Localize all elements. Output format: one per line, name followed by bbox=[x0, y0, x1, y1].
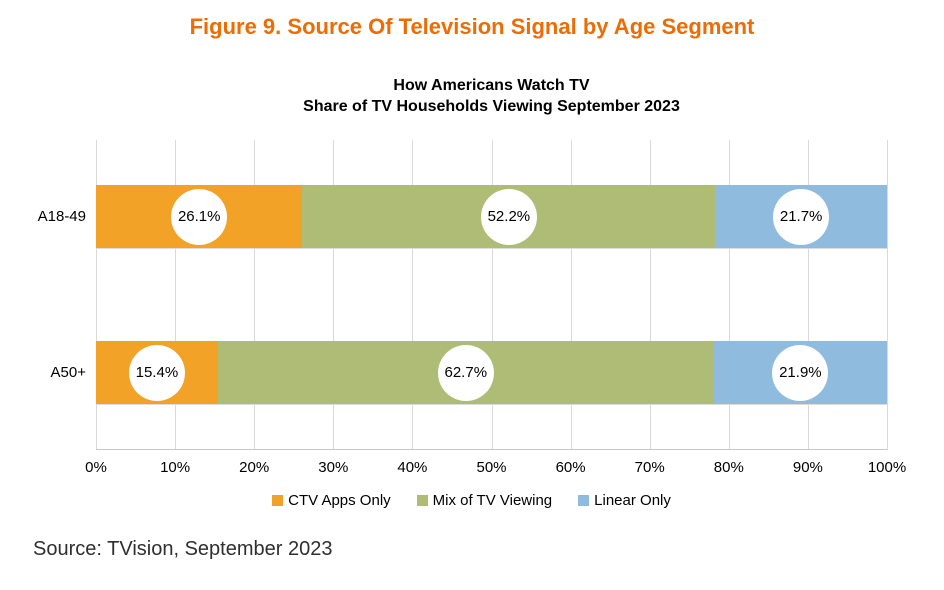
value-label-circle: 52.2% bbox=[480, 188, 537, 245]
bar-a18-49: 26.1% 52.2% 21.7% bbox=[96, 185, 887, 249]
gridline bbox=[96, 140, 97, 450]
legend-item-linear-only: Linear Only bbox=[578, 492, 671, 509]
gridline bbox=[254, 140, 256, 450]
category-label-a50plus: A50+ bbox=[50, 364, 86, 381]
value-label-circle: 21.7% bbox=[773, 188, 830, 245]
chart-title-line2: Share of TV Households Viewing September… bbox=[303, 98, 680, 115]
value-label: 21.9% bbox=[779, 364, 822, 381]
x-axis-ticks: 0% 10% 20% 30% 40% 50% 60% 70% 80% 90% 100% bbox=[85, 450, 906, 480]
gridline bbox=[491, 140, 493, 450]
legend-item-ctv-apps-only: CTV Apps Only bbox=[272, 492, 391, 509]
value-label: 62.7% bbox=[444, 364, 488, 381]
legend-swatch-linear-only bbox=[578, 495, 590, 506]
gridline bbox=[807, 140, 809, 450]
legend: CTV Apps Only Mix of TV Viewing Linear O… bbox=[76, 492, 867, 509]
legend-swatch-mix-of-tv-viewing bbox=[416, 495, 428, 506]
value-label-circle: 15.4% bbox=[128, 344, 185, 401]
legend-label-mix-of-tv-viewing: Mix of TV Viewing bbox=[432, 492, 553, 509]
x-tick-label: 20% bbox=[239, 459, 270, 476]
value-label: 21.7% bbox=[779, 208, 823, 225]
segment-a50plus-mix-of-tv-viewing: 62.7% bbox=[217, 341, 714, 404]
value-label: 52.2% bbox=[487, 208, 531, 225]
legend-label-linear-only: Linear Only bbox=[594, 492, 671, 509]
x-tick-label: 90% bbox=[792, 459, 823, 476]
chart-title: How Americans Watch TV Share of TV House… bbox=[96, 75, 887, 117]
gridline bbox=[728, 140, 730, 450]
x-tick-label: 60% bbox=[555, 459, 586, 476]
gridline bbox=[570, 140, 572, 450]
gridline bbox=[412, 140, 414, 450]
x-tick-label: 10% bbox=[160, 459, 191, 476]
value-label-circle: 21.9% bbox=[772, 344, 829, 401]
gridline bbox=[649, 140, 651, 450]
segment-a50plus-linear-only: 21.9% bbox=[713, 341, 887, 404]
segment-a18-49-mix-of-tv-viewing: 52.2% bbox=[302, 185, 716, 248]
plot-area: 26.1% 52.2% 21.7% 15.4% bbox=[85, 140, 906, 476]
chart-title-line1: How Americans Watch TV bbox=[393, 77, 590, 94]
value-label-circle: 62.7% bbox=[437, 344, 494, 401]
x-axis-line bbox=[96, 449, 887, 450]
x-tick-label: 0% bbox=[85, 459, 107, 476]
x-tick-label: 50% bbox=[476, 459, 507, 476]
gridline bbox=[887, 140, 888, 450]
value-label: 15.4% bbox=[135, 364, 179, 381]
segment-a18-49-linear-only: 21.7% bbox=[715, 185, 887, 248]
source-note: Source: TVision, September 2023 bbox=[33, 538, 333, 560]
x-tick-label: 70% bbox=[634, 459, 665, 476]
segment-a18-49-ctv-apps-only: 26.1% bbox=[96, 185, 303, 248]
figure-title: Figure 9. Source Of Television Signal by… bbox=[189, 14, 755, 39]
gridline bbox=[175, 140, 177, 450]
segment-a50plus-ctv-apps-only: 15.4% bbox=[96, 341, 218, 404]
legend-label-ctv-apps-only: CTV Apps Only bbox=[288, 492, 391, 509]
gridline bbox=[333, 140, 335, 450]
x-tick-label: 80% bbox=[713, 459, 744, 476]
bar-a50plus: 15.4% 62.7% 21.9% bbox=[96, 341, 887, 405]
x-tick-label: 100% bbox=[867, 459, 907, 476]
category-label-a18-49: A18-49 bbox=[37, 208, 86, 225]
value-label: 26.1% bbox=[177, 208, 221, 225]
x-tick-label: 30% bbox=[318, 459, 349, 476]
value-label-circle: 26.1% bbox=[171, 188, 228, 245]
legend-item-mix-of-tv-viewing: Mix of TV Viewing bbox=[416, 492, 553, 509]
legend-swatch-ctv-apps-only bbox=[272, 495, 284, 506]
x-tick-label: 40% bbox=[397, 459, 428, 476]
